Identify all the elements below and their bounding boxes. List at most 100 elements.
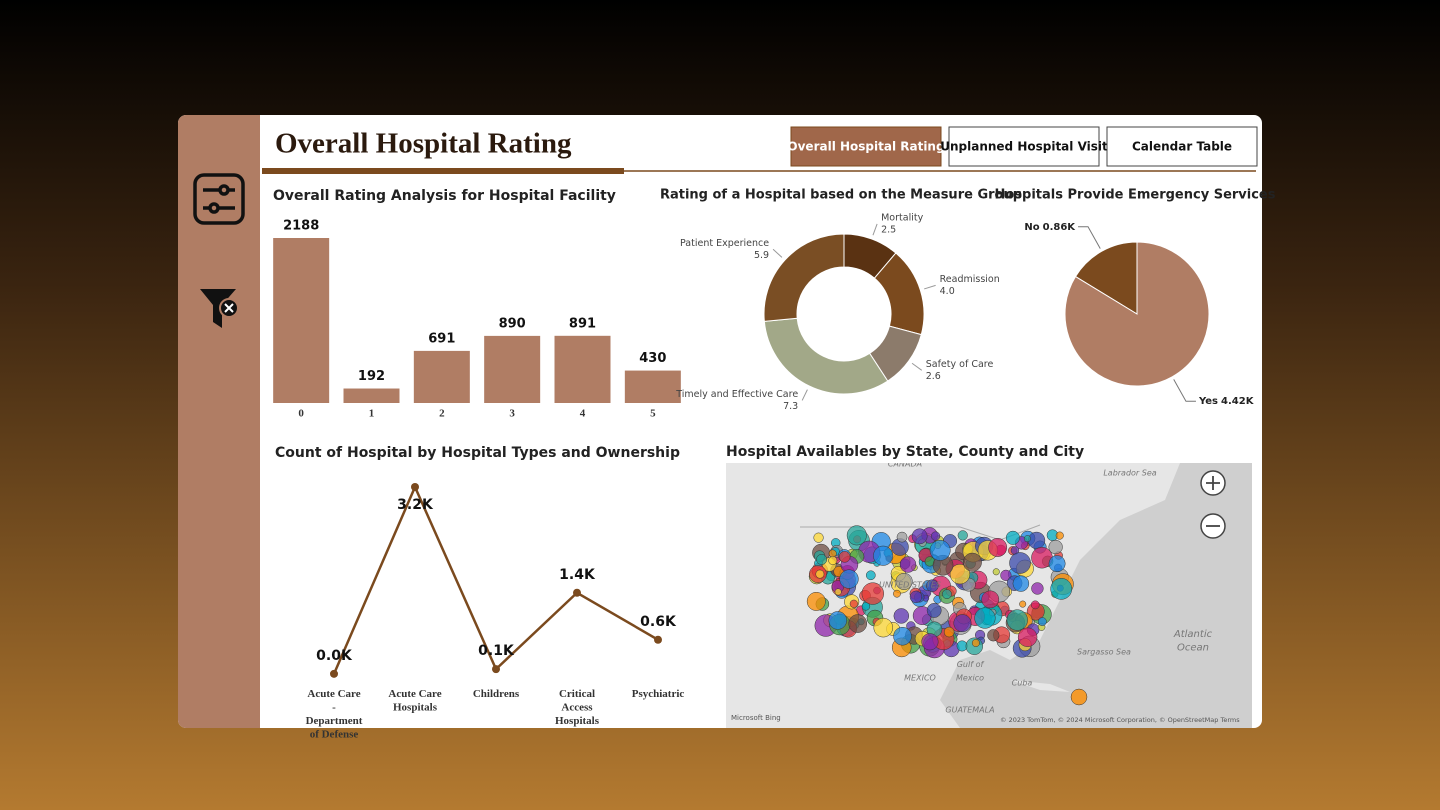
donut-slice [763, 233, 845, 322]
map-bubble[interactable] [929, 539, 951, 561]
map-bubble[interactable] [1017, 627, 1038, 647]
x-tick-label: 1 [369, 408, 375, 420]
slice-value: 5.9 [754, 250, 769, 261]
map-bubble[interactable] [861, 602, 871, 611]
map-bubble[interactable] [1009, 552, 1031, 574]
nav-button[interactable] [948, 126, 1100, 167]
map-bubble[interactable] [899, 556, 917, 573]
map-bubble[interactable] [981, 590, 1000, 609]
map-bubble[interactable] [987, 629, 1000, 642]
map-bubble[interactable] [957, 530, 968, 541]
map-bubble[interactable] [992, 568, 1000, 576]
map-label: Labrador Sea [1103, 469, 1156, 478]
slice-label: Readmission [940, 274, 1000, 285]
map-bubble[interactable] [873, 617, 893, 638]
map-bubble[interactable] [865, 570, 876, 581]
map-bubble[interactable] [828, 556, 838, 565]
slice-value: 7.3 [783, 401, 798, 412]
data-label: 890 [499, 316, 526, 331]
map-bubble[interactable] [848, 614, 868, 633]
pie-slice [1064, 241, 1210, 387]
map-label: Sargasso Sea [1077, 648, 1131, 657]
clear-filter-icon[interactable] [200, 289, 239, 328]
nav-button[interactable] [1106, 126, 1258, 167]
map-bubble[interactable] [1000, 569, 1012, 581]
map-bubble[interactable] [849, 599, 858, 608]
bar [484, 335, 541, 403]
map-bubble[interactable] [893, 608, 910, 624]
map-bubble[interactable] [828, 611, 847, 630]
chart-title: Hospitals Provide Emergency Services [995, 188, 1276, 203]
data-label: 0.1K [478, 643, 515, 659]
map-bubble[interactable] [893, 627, 912, 646]
map-bubble[interactable] [873, 545, 894, 566]
header-accent [262, 168, 624, 174]
chart-title: Rating of a Hospital based on the Measur… [660, 188, 1022, 203]
nav-button[interactable] [790, 126, 942, 167]
map-bubble[interactable] [949, 563, 971, 585]
map-bubble[interactable] [926, 579, 939, 592]
map-bubble[interactable] [926, 603, 942, 618]
slice-label: Patient Experience [680, 238, 769, 249]
map-bubble[interactable] [846, 525, 867, 546]
map-bubble[interactable] [834, 588, 842, 596]
map-label: Atlantic Ocean [1173, 629, 1213, 654]
map-bubble[interactable] [988, 538, 1008, 557]
map-bubble[interactable] [1005, 530, 1020, 545]
map-bubble[interactable] [974, 607, 996, 629]
map-bubble[interactable] [1048, 555, 1066, 573]
map-bubble[interactable] [861, 582, 884, 605]
map-attribution: © 2023 TomTom, © 2024 Microsoft Corporat… [1000, 716, 1240, 724]
map-bubble[interactable] [1031, 582, 1044, 595]
map-bubble[interactable] [942, 589, 952, 599]
map-bubble[interactable] [838, 551, 851, 563]
map-label: MEXICO [904, 674, 936, 683]
map-bubble[interactable] [806, 592, 826, 611]
x-tick-label: Acute Care -Department of Defense [306, 688, 363, 741]
chart-title: Overall Rating Analysis for Hospital Fac… [273, 188, 616, 204]
map-bubble[interactable] [971, 639, 980, 647]
map-bubble[interactable] [839, 569, 859, 589]
nav-button-label[interactable]: Overall Hospital Rating [787, 140, 944, 154]
map[interactable]: CANADA Labrador Sea UNITED STATES Gulf of Me… [726, 460, 1252, 729]
map-bubble[interactable] [930, 531, 941, 541]
nav-button-label[interactable]: Calendar Table [1132, 140, 1232, 154]
map-bubble[interactable] [1012, 575, 1030, 592]
map-bubble[interactable] [1019, 600, 1027, 608]
x-tick-label: Psychiatric [632, 688, 685, 700]
map-brand: Microsoft Bing [731, 714, 781, 722]
map-bubble[interactable] [1030, 600, 1040, 610]
data-label: 192 [358, 369, 385, 384]
leader-line [801, 389, 808, 401]
map-bubble[interactable] [1027, 531, 1046, 550]
map-bubble[interactable] [1048, 539, 1063, 555]
map-bubble[interactable] [1070, 688, 1088, 706]
x-tick-label: 3 [509, 408, 515, 420]
map-bubble[interactable] [893, 589, 901, 598]
map-bubble[interactable] [1055, 531, 1064, 540]
map-bubble[interactable] [896, 531, 908, 543]
map-bubble[interactable] [953, 614, 972, 633]
map-bubble[interactable] [1006, 609, 1028, 631]
map-bubble[interactable] [895, 572, 913, 590]
nav-button-label[interactable]: Unplanned Hospital Visit [940, 140, 1108, 154]
map-bubble[interactable] [815, 569, 825, 579]
map-bubble[interactable] [921, 633, 939, 651]
map-bubble[interactable] [816, 554, 828, 565]
map-bubble[interactable] [813, 532, 824, 543]
map-bubble[interactable] [911, 528, 928, 545]
map-bubble[interactable] [909, 590, 923, 604]
map-bubble[interactable] [1037, 617, 1047, 627]
line-point [411, 483, 419, 491]
charts: Overall Rating Analysis for Hospital Fac… [273, 188, 1276, 741]
settings-icon[interactable] [193, 173, 245, 225]
donut-slice [763, 317, 889, 395]
map-bubble[interactable] [962, 552, 982, 572]
map-label: Cuba [1012, 679, 1033, 688]
map-bubble[interactable] [1050, 578, 1073, 600]
slice-label: Timely and Effective Care [675, 389, 798, 400]
map-bubble[interactable] [943, 626, 955, 638]
data-label: 3.2K [397, 497, 434, 513]
map-bubble[interactable] [1023, 535, 1031, 543]
